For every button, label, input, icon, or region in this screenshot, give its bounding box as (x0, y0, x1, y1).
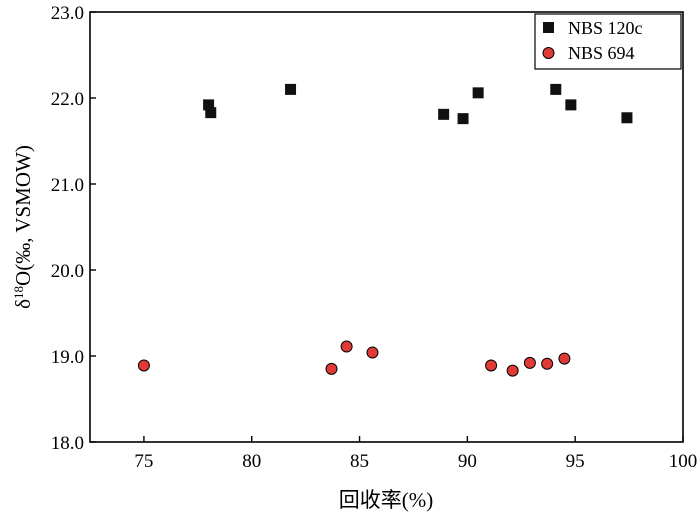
x-tick-label: 95 (566, 451, 585, 472)
y-tick-label: 20.0 (51, 261, 84, 282)
data-points (137, 83, 633, 377)
y-axis-title: δ18O(‰, VSMOW) (11, 145, 36, 309)
data-point-nbs-120c (203, 99, 215, 111)
x-axis-ticks: 75 80 85 90 95 100 (134, 436, 697, 472)
x-tick-label: 80 (242, 451, 261, 472)
y-tick-label: 18.0 (51, 433, 84, 454)
x-axis-title: 回收率(%) (339, 488, 433, 512)
y-axis-ticks: 18.0 19.0 20.0 21.0 22.0 23.0 (51, 3, 96, 454)
data-point-nbs-694 (558, 352, 571, 365)
data-point-nbs-694 (366, 346, 379, 359)
data-point-nbs-120c (621, 112, 633, 124)
y-axis-title-prefix: δ (11, 299, 35, 309)
data-point-nbs-120c (565, 99, 577, 111)
x-tick-label: 100 (669, 451, 698, 472)
data-point-nbs-694 (541, 357, 554, 370)
y-tick-label: 19.0 (51, 347, 84, 368)
data-point-nbs-120c (285, 83, 297, 95)
plot-frame (89, 11, 684, 443)
y-tick-label: 21.0 (51, 175, 84, 196)
x-tick-label: 90 (458, 451, 477, 472)
legend-label-nbs-694: NBS 694 (568, 43, 635, 63)
legend-marker-nbs-120c (543, 22, 554, 33)
legend-label-nbs-120c: NBS 120c (568, 18, 643, 38)
x-tick-label: 85 (350, 451, 369, 472)
x-tick-label: 75 (134, 451, 153, 472)
data-point-nbs-120c (550, 83, 562, 95)
data-point-nbs-694 (485, 359, 498, 372)
legend-box (534, 13, 682, 70)
y-axis-title-superscript: 18 (11, 286, 26, 299)
data-point-nbs-694 (325, 362, 338, 375)
data-point-nbs-120c (457, 113, 469, 125)
data-point-nbs-120c (205, 107, 217, 119)
data-point-nbs-120c (438, 108, 450, 120)
y-tick-label: 22.0 (51, 89, 84, 110)
data-point-nbs-694 (137, 359, 150, 372)
data-point-nbs-120c (472, 87, 484, 99)
data-point-nbs-694 (340, 340, 353, 353)
data-point-nbs-694 (523, 356, 536, 369)
y-tick-label: 23.0 (51, 3, 84, 24)
legend: NBS 120c NBS 694 (534, 13, 682, 70)
legend-marker-nbs-694 (542, 47, 555, 59)
y-axis-title-suffix: O(‰, VSMOW) (11, 145, 35, 286)
data-point-nbs-694 (506, 364, 519, 377)
